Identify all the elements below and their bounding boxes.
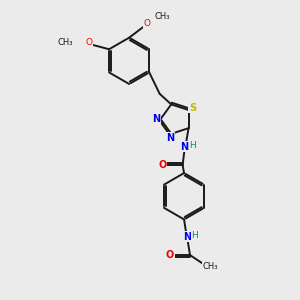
Text: O: O	[143, 19, 151, 28]
Text: N: N	[183, 232, 191, 242]
Text: N: N	[152, 114, 160, 124]
Text: N: N	[167, 133, 175, 143]
Text: CH₃: CH₃	[202, 262, 218, 271]
Text: S: S	[189, 103, 196, 112]
Text: CH₃: CH₃	[154, 12, 170, 21]
Text: O: O	[166, 250, 174, 260]
Text: CH₃: CH₃	[58, 38, 74, 47]
Text: H: H	[191, 231, 198, 240]
Text: O: O	[158, 160, 166, 170]
Text: H: H	[189, 141, 196, 150]
Text: O: O	[86, 38, 93, 47]
Text: N: N	[181, 142, 189, 152]
